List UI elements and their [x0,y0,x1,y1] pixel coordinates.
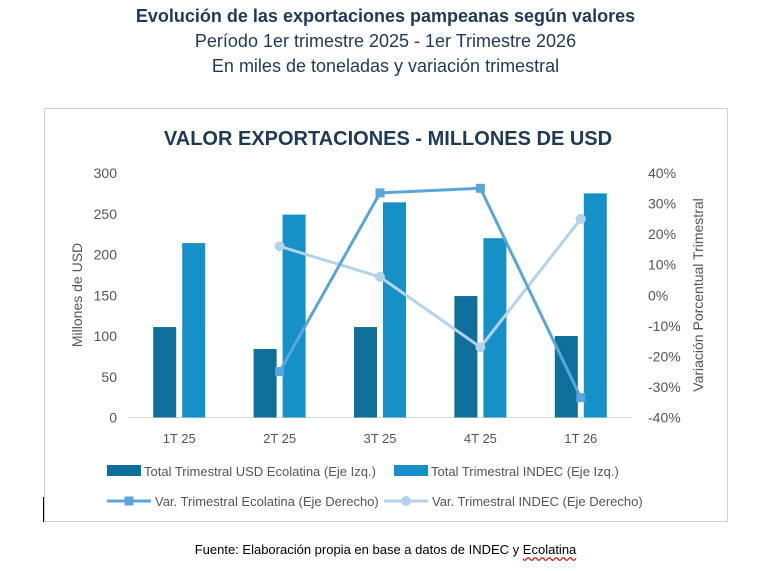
x-tick-label: 2T 25 [263,431,296,446]
y2-tick-label: 0% [648,287,668,303]
y-tick-label: 50 [101,369,117,385]
y2-tick-label: 40% [648,165,676,181]
bar-ecolatina [253,349,277,418]
x-tick-label: 1T 25 [163,431,196,446]
y2-tick-label: -10% [648,318,681,334]
y2-tick-label: -20% [648,348,681,364]
y2-axis-label: Variación Porcentual Trimestral [690,198,706,391]
y-tick-label: 250 [94,206,118,222]
x-tick-label: 4T 25 [464,431,497,446]
source-ecolatina: Ecolatina [522,542,577,557]
legend-label: Var. Trimestral Ecolatina (Eje Derecho) [155,494,379,509]
bar-indec [583,193,607,418]
legend-swatch [394,465,428,476]
y2-tick-label: 30% [648,196,676,212]
legend-label: Total Trimestral USD Ecolatina (Eje Izq.… [144,464,376,479]
export-value-chart: VALOR EXPORTACIONES - MILLONES DE USD Mi… [69,128,706,509]
line-indec-marker [375,271,385,282]
source-text: Fuente: Elaboración propia en base a dat… [194,542,523,557]
page-title: Evolución de las exportaciones pampeanas… [135,6,636,26]
line-series [274,183,586,403]
chart-panel: VALOR EXPORTACIONES - MILLONES DE USD Mi… [44,108,728,522]
bar-ecolatina [454,296,478,418]
bar-ecolatina [354,327,377,418]
margin-mark [43,497,44,522]
legend-swatch-marker [124,496,134,506]
line-indec-marker [274,241,285,252]
line-ecolatina-marker [475,183,485,193]
y-tick-label: 0 [109,410,117,426]
line-indec-marker [475,342,486,353]
y-tick-label: 100 [94,328,118,344]
y-tick-label: 200 [94,247,118,263]
source-note: Fuente: Elaboración propia en base a dat… [0,542,771,557]
page-subtitle-period: Período 1er trimestre 2025 - 1er Trimest… [194,31,577,51]
y2-tick-label: -40% [648,410,681,426]
x-tick-label: 3T 25 [363,431,396,446]
line-ecolatina-line [278,186,583,399]
line-indec-marker [575,213,586,224]
legend-label: Total Trimestral INDEC (Eje Izq.) [431,464,619,479]
chart-title: VALOR EXPORTACIONES - MILLONES DE USD [164,128,612,150]
chart-legend: Total Trimestral USD Ecolatina (Eje Izq.… [107,464,643,509]
y-axis-ticks: 0 50 100 150 200 250 300 [94,165,118,426]
y2-tick-label: 20% [648,226,676,242]
bar-indec [182,243,206,418]
bar-indec [282,214,306,418]
line-ecolatina-marker [375,188,385,198]
line-ecolatina-marker [275,367,285,377]
y-axis-label: Millones de USD [69,243,85,347]
y-tick-label: 150 [94,287,118,303]
y2-tick-label: -30% [648,379,681,395]
x-tick-label: 1T 26 [564,431,597,446]
bar-indec [383,202,406,418]
x-axis-ticks: 1T 25 2T 25 3T 25 4T 25 1T 26 [163,431,598,446]
bar-series [153,193,607,418]
y2-axis-ticks: -40% -30% -20% -10% 0% 10% 20% 30% 40% [648,165,681,426]
line-indec-line [279,217,582,349]
line-ecolatina-marker [576,393,586,403]
legend-swatch [107,465,141,476]
y2-tick-label: 10% [648,257,676,273]
legend-label: Var. Trimestral INDEC (Eje Derecho) [432,494,643,509]
bar-ecolatina [153,327,177,418]
legend-swatch-marker [401,496,411,506]
page-subtitle-units: En miles de toneladas y variación trimes… [211,56,560,76]
y-tick-label: 300 [94,165,118,181]
